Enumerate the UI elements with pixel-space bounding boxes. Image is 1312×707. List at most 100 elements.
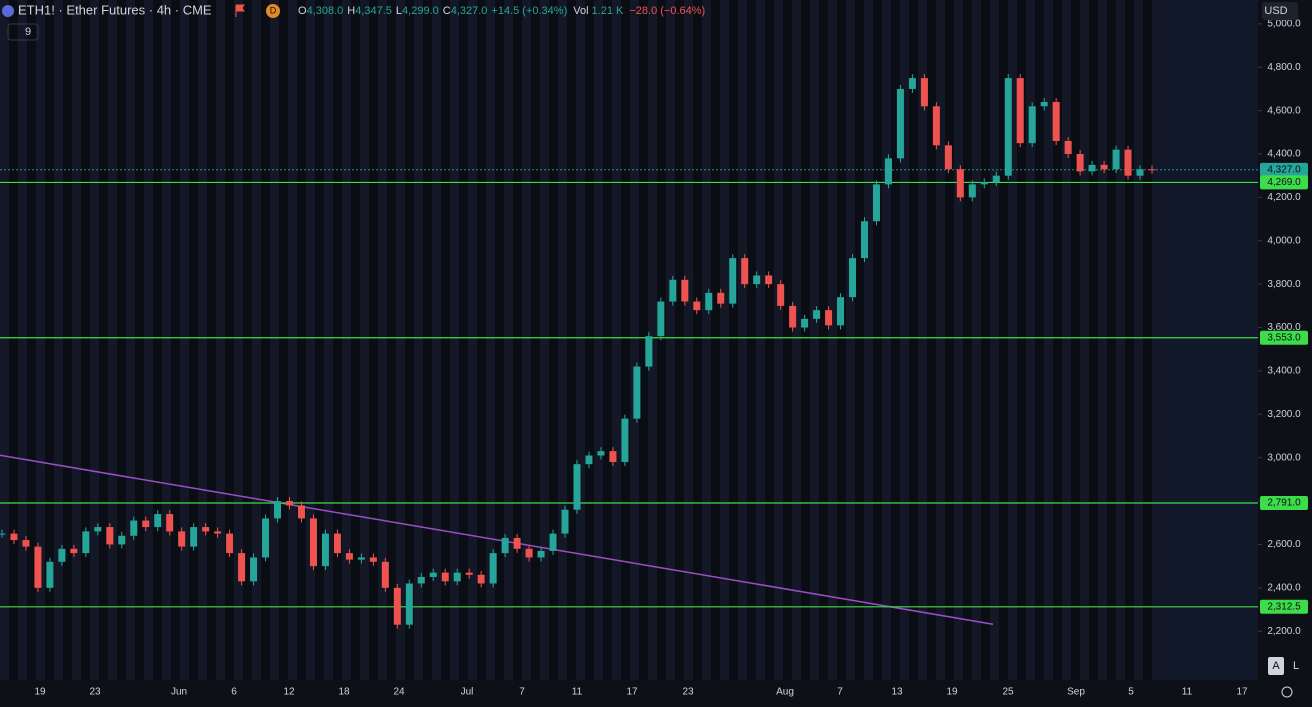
candle-body (861, 221, 868, 259)
x-tick-label: 12 (283, 687, 295, 698)
ohlc-value: 4,308.0 (307, 5, 344, 17)
candle-body (238, 553, 246, 582)
candle-body (729, 258, 737, 304)
vol-value: 1.21 K (592, 5, 624, 17)
candle-body (645, 336, 653, 367)
candle-body (525, 548, 533, 558)
level-label-box (1260, 496, 1308, 511)
currency-button[interactable] (1262, 2, 1298, 20)
candle-body (1124, 149, 1132, 176)
level-label: 4,327.0 (1267, 164, 1301, 175)
y-tick-label: 3,400.0 (1267, 366, 1301, 377)
x-tick-label: 19 (34, 687, 46, 698)
x-tick-label: 17 (1236, 687, 1248, 698)
x-tick-label: 24 (393, 687, 405, 698)
candle-body (896, 88, 904, 159)
x-tick-label: 7 (519, 687, 525, 698)
candle-body (321, 533, 329, 567)
candle-body (46, 561, 54, 588)
x-tick-label: 18 (338, 687, 350, 698)
scale-button-label[interactable]: L (1293, 660, 1299, 672)
candle-body (765, 275, 773, 285)
level-label-box (1260, 175, 1308, 190)
settings-icon[interactable] (1281, 686, 1293, 698)
candle-body (777, 284, 785, 306)
x-tick-label: 19 (946, 687, 958, 698)
candle-body (513, 537, 521, 549)
candle-body (825, 310, 833, 326)
candle-body (94, 527, 102, 532)
candle-body (549, 533, 557, 551)
candle-body (369, 557, 377, 562)
candle-body (333, 533, 341, 554)
candle-body (465, 572, 473, 575)
candle-body (609, 451, 617, 463)
x-tick-label: Jun (171, 687, 187, 698)
ohlc-label: H (347, 5, 355, 17)
y-tick-label: 4,000.0 (1267, 235, 1301, 246)
indicator-toggle[interactable] (7, 23, 39, 41)
candle-body (669, 279, 677, 302)
candle-body (178, 531, 186, 547)
candle-body (10, 533, 18, 541)
candle-body (381, 561, 389, 588)
candle-body (992, 175, 1000, 183)
candle-body (202, 527, 210, 532)
y-tick-label: 4,200.0 (1267, 192, 1301, 203)
candle-body (22, 540, 30, 547)
x-tick-label: 11 (572, 687, 583, 698)
trendline (0, 454, 994, 625)
candle-body (573, 464, 581, 510)
candle-body (34, 546, 42, 588)
candle-body (657, 301, 665, 337)
candle-body (309, 518, 317, 567)
candle-body (980, 182, 988, 185)
currency[interactable]: USD (1264, 5, 1287, 17)
candle-body (166, 514, 174, 532)
price-axis (1258, 0, 1312, 707)
ohlc-value: 4,299.0 (402, 5, 439, 17)
candle-body (585, 455, 593, 465)
x-tick-label: 23 (682, 687, 694, 698)
candle-body (561, 509, 569, 534)
ohlc-value: 4,327.0 (451, 5, 488, 17)
candle-body (297, 505, 305, 519)
candle-body (920, 78, 928, 107)
candle-body (274, 501, 282, 519)
y-tick-label: 3,200.0 (1267, 409, 1301, 420)
candle-body (956, 169, 964, 198)
scale-button[interactable] (1268, 657, 1284, 675)
candle-body (190, 527, 198, 547)
candle-body (1004, 78, 1012, 176)
candle-body (429, 572, 437, 577)
candle-body (262, 518, 270, 558)
candle-body (130, 520, 138, 536)
x-tick-label: 17 (626, 687, 638, 698)
candle-body (441, 572, 449, 582)
vol-label: Vol (573, 5, 588, 17)
level-label: 2,312.5 (1267, 601, 1301, 612)
candle-body (489, 553, 497, 584)
level-label-box (1260, 162, 1308, 177)
candle-body (405, 583, 413, 625)
flag-icon (235, 4, 245, 17)
candle-body (884, 158, 892, 185)
candle-body (226, 533, 234, 554)
level-label-box (1260, 330, 1308, 345)
candle-body (908, 78, 916, 89)
candle-body (477, 574, 485, 584)
y-tick-label: 3,600.0 (1267, 322, 1301, 333)
indicator-count[interactable]: 9 (25, 26, 31, 38)
candle-body (932, 106, 940, 146)
badge (266, 4, 280, 18)
ohlc-label: O (298, 5, 307, 17)
candle-body (537, 550, 545, 558)
candle-body (286, 501, 293, 506)
candle-body (849, 258, 857, 298)
candle-body (142, 520, 150, 528)
chart-title: ETH1! · Ether Futures · 4h · CME (18, 2, 212, 17)
scale-button-label[interactable]: A (1272, 660, 1280, 672)
x-tick-label: 6 (231, 687, 237, 698)
